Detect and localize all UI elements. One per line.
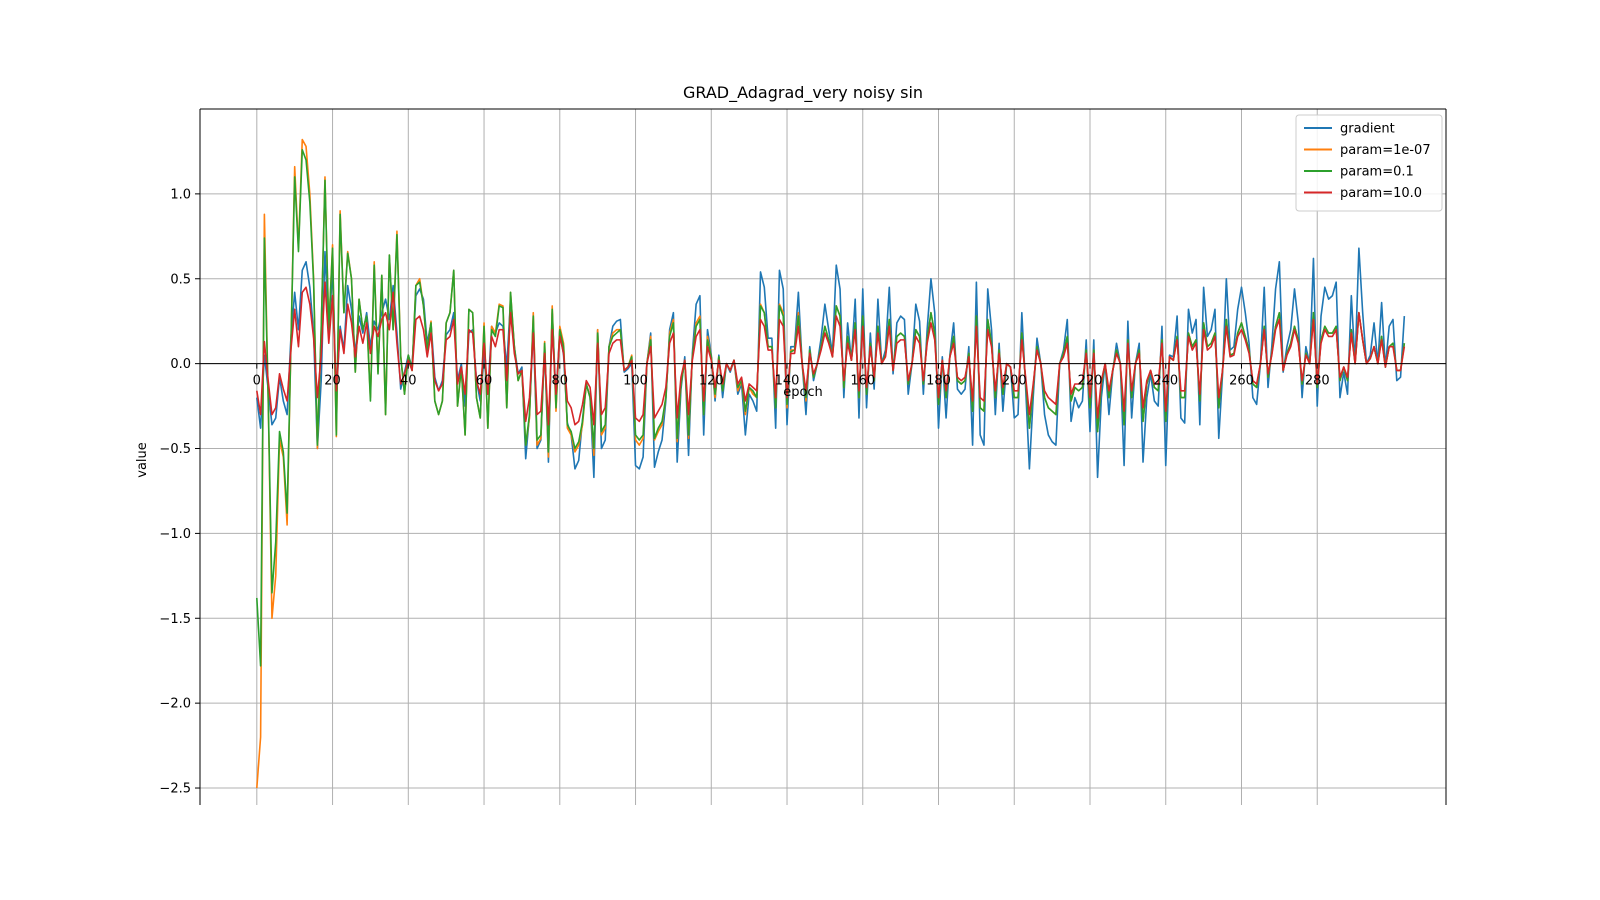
series-lines (256, 138, 1406, 789)
legend-label: gradient (1340, 122, 1395, 137)
x-tick-label: 180 (926, 374, 951, 389)
chart-title: GRAD_Adagrad_very noisy sin (683, 83, 923, 103)
y-tick-label: 1.0 (170, 187, 191, 202)
y-tick-label: −2.5 (159, 782, 191, 797)
x-tick-label: 120 (699, 374, 724, 389)
series-line-param-10-0 (256, 281, 1406, 426)
legend-box (1295, 114, 1443, 212)
axes (195, 108, 1447, 805)
y-tick-label: −1.5 (159, 612, 191, 627)
x-tick-label: 260 (1229, 374, 1254, 389)
x-tick-label: 240 (1153, 374, 1178, 389)
x-tick-label: 100 (623, 374, 648, 389)
y-tick-label: −2.0 (159, 697, 191, 712)
x-tick-label: 40 (400, 374, 417, 389)
x-tick-label: 280 (1305, 374, 1330, 389)
x-tick-label: 140 (775, 374, 800, 389)
tick-labels: 0 20 40 60 80 100 120 140 160 180 200 220 240 260 280 1… (159, 187, 1329, 796)
x-tick-label: 20 (324, 374, 341, 389)
y-tick-label: −1.0 (159, 527, 191, 542)
legend-label: param=0.1 (1340, 165, 1414, 180)
x-tick-label: 160 (850, 374, 875, 389)
x-tick-label: 80 (552, 374, 569, 389)
x-tick-label: 200 (1002, 374, 1027, 389)
x-axis-label: epoch (783, 385, 823, 400)
legend-label: param=1e-07 (1340, 143, 1431, 158)
y-axis-label: value (135, 442, 150, 478)
legend-label: param=10.0 (1340, 186, 1422, 201)
y-tick-label: 0.5 (170, 272, 191, 287)
x-tick-label: 60 (476, 374, 493, 389)
x-tick-label: 0 (253, 374, 261, 389)
y-tick-label: −0.5 (159, 442, 191, 457)
series-line-gradient (256, 247, 1406, 479)
x-tick-label: 220 (1078, 374, 1103, 389)
grid-lines (200, 109, 1446, 805)
legend: gradient param=1e-07 param=0.1 param=10.0 (1295, 114, 1443, 212)
y-tick-label: 0.0 (170, 357, 191, 372)
